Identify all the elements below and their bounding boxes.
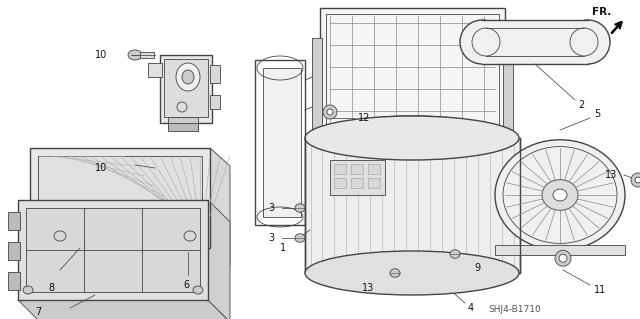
Ellipse shape — [323, 105, 337, 119]
Ellipse shape — [295, 204, 305, 212]
Bar — [368, 178, 380, 188]
Ellipse shape — [193, 286, 203, 294]
Ellipse shape — [182, 70, 194, 84]
Text: 6: 6 — [183, 280, 189, 290]
Bar — [263, 68, 301, 217]
Text: SHJ4-B1710: SHJ4-B1710 — [488, 306, 541, 315]
Text: 2: 2 — [578, 100, 584, 110]
Bar — [351, 164, 363, 174]
Text: 4: 4 — [468, 303, 474, 313]
Bar — [148, 63, 162, 77]
Text: 9: 9 — [474, 263, 480, 273]
Ellipse shape — [450, 250, 460, 258]
Ellipse shape — [555, 250, 571, 266]
Ellipse shape — [559, 254, 567, 262]
Text: 12: 12 — [358, 113, 371, 123]
Ellipse shape — [305, 116, 519, 160]
Bar — [140, 162, 154, 168]
Ellipse shape — [23, 286, 33, 294]
Bar — [305, 138, 520, 273]
Bar — [210, 95, 220, 109]
Ellipse shape — [635, 177, 640, 183]
Text: 8: 8 — [48, 283, 54, 293]
Ellipse shape — [305, 251, 519, 295]
Text: 3: 3 — [268, 233, 274, 243]
Polygon shape — [18, 300, 230, 319]
Ellipse shape — [390, 269, 400, 277]
Bar — [334, 178, 346, 188]
Ellipse shape — [495, 140, 625, 250]
Ellipse shape — [553, 189, 567, 201]
Bar — [168, 117, 198, 129]
Bar — [326, 14, 499, 138]
Bar — [495, 245, 625, 255]
Bar — [160, 55, 212, 123]
Polygon shape — [208, 200, 230, 319]
Bar — [482, 20, 588, 64]
Bar — [140, 52, 154, 58]
Ellipse shape — [542, 180, 578, 210]
Bar — [368, 164, 380, 174]
Bar — [8, 272, 20, 290]
Bar — [351, 178, 363, 188]
Text: 11: 11 — [594, 285, 606, 295]
Text: 13: 13 — [605, 170, 617, 180]
Ellipse shape — [460, 20, 504, 64]
Text: 13: 13 — [362, 283, 374, 293]
Bar — [30, 148, 210, 248]
Ellipse shape — [295, 234, 305, 242]
Bar — [164, 59, 208, 117]
Text: 1: 1 — [280, 243, 286, 253]
Bar — [210, 65, 220, 83]
Bar — [312, 38, 322, 138]
Bar — [38, 156, 202, 240]
Text: 10: 10 — [95, 163, 108, 173]
Bar — [168, 123, 198, 131]
Bar — [330, 160, 385, 195]
Ellipse shape — [128, 50, 142, 60]
Bar — [255, 60, 305, 225]
Text: 5: 5 — [594, 109, 600, 119]
Ellipse shape — [327, 109, 333, 115]
Bar — [334, 164, 346, 174]
Ellipse shape — [566, 20, 610, 64]
Bar — [8, 242, 20, 260]
Bar — [26, 208, 200, 292]
Text: FR.: FR. — [592, 7, 611, 17]
Ellipse shape — [631, 173, 640, 187]
Polygon shape — [30, 248, 230, 266]
Bar — [8, 212, 20, 230]
Text: 10: 10 — [95, 50, 108, 60]
Bar — [320, 8, 505, 148]
Polygon shape — [210, 148, 230, 266]
Text: 7: 7 — [35, 307, 41, 317]
Ellipse shape — [326, 116, 498, 152]
Ellipse shape — [176, 63, 200, 91]
Bar — [503, 38, 513, 138]
Text: 3: 3 — [268, 203, 274, 213]
Ellipse shape — [128, 160, 142, 170]
Bar — [18, 200, 208, 300]
